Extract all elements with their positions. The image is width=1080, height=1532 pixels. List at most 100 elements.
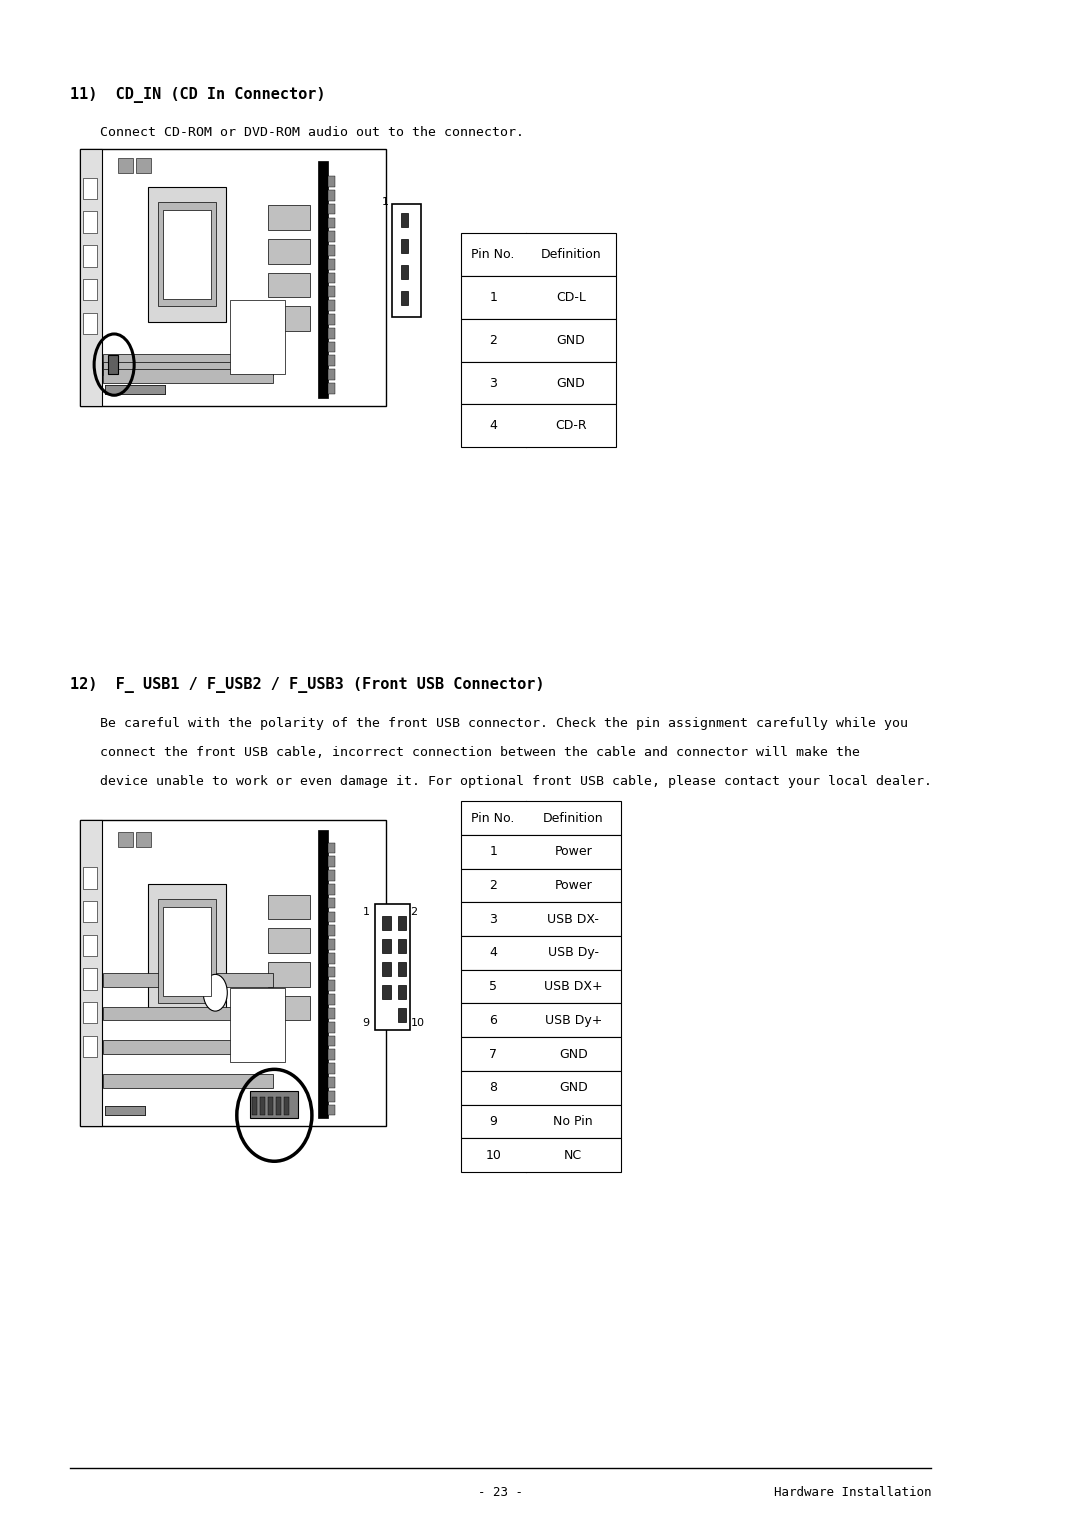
- Bar: [397, 916, 405, 930]
- Bar: [460, 276, 616, 319]
- Bar: [158, 899, 216, 1003]
- Bar: [328, 1049, 336, 1060]
- Bar: [80, 149, 386, 406]
- Text: 6: 6: [489, 1014, 497, 1026]
- Bar: [83, 1036, 97, 1057]
- Bar: [328, 870, 336, 881]
- Bar: [103, 973, 273, 987]
- Bar: [328, 925, 336, 936]
- Bar: [328, 1008, 336, 1019]
- Bar: [328, 273, 336, 283]
- Bar: [268, 895, 310, 919]
- Text: 4: 4: [489, 420, 497, 432]
- Text: device unable to work or even damage it. For optional front USB cable, please co: device unable to work or even damage it.…: [100, 775, 932, 787]
- Bar: [328, 1036, 336, 1046]
- Text: CD-R: CD-R: [555, 420, 586, 432]
- Bar: [253, 1097, 257, 1115]
- Text: - 23 -: - 23 -: [478, 1486, 523, 1498]
- Bar: [460, 1003, 621, 1037]
- Bar: [268, 962, 310, 987]
- Text: 4: 4: [489, 947, 497, 959]
- Bar: [460, 869, 621, 902]
- Bar: [382, 985, 391, 999]
- Bar: [260, 1097, 266, 1115]
- Bar: [80, 820, 386, 1126]
- Bar: [80, 149, 103, 406]
- Bar: [103, 362, 273, 375]
- Bar: [251, 1091, 298, 1118]
- Text: connect the front USB cable, incorrect connection between the cable and connecto: connect the front USB cable, incorrect c…: [100, 746, 860, 758]
- Text: 12)  F_ USB1 / F_USB2 / F_USB3 (Front USB Connector): 12) F_ USB1 / F_USB2 / F_USB3 (Front USB…: [70, 677, 544, 692]
- Bar: [397, 939, 405, 953]
- Bar: [83, 1002, 97, 1023]
- Bar: [328, 176, 336, 187]
- Text: 10: 10: [485, 1149, 501, 1161]
- Bar: [105, 385, 165, 394]
- Bar: [148, 884, 227, 1019]
- Bar: [105, 1106, 145, 1115]
- Bar: [319, 830, 328, 1118]
- FancyBboxPatch shape: [376, 904, 409, 1030]
- Text: Definition: Definition: [543, 812, 604, 824]
- Bar: [163, 210, 212, 299]
- Bar: [382, 962, 391, 976]
- Bar: [460, 902, 621, 936]
- Bar: [268, 239, 310, 264]
- Bar: [328, 939, 336, 950]
- Text: 1: 1: [489, 291, 497, 303]
- Bar: [328, 1022, 336, 1033]
- Bar: [163, 907, 212, 996]
- Text: English: English: [1047, 824, 1065, 892]
- Bar: [268, 996, 310, 1020]
- Bar: [328, 994, 336, 1005]
- Bar: [401, 265, 407, 279]
- Bar: [83, 313, 97, 334]
- Text: NC: NC: [564, 1149, 582, 1161]
- Bar: [460, 233, 616, 276]
- Text: 1: 1: [363, 907, 369, 916]
- Bar: [397, 962, 405, 976]
- Text: Be careful with the polarity of the front USB connector. Check the pin assignmen: Be careful with the polarity of the fron…: [100, 717, 908, 729]
- Bar: [83, 935, 97, 956]
- Bar: [83, 279, 97, 300]
- Bar: [328, 190, 336, 201]
- Bar: [103, 1074, 273, 1088]
- Bar: [319, 161, 328, 398]
- Bar: [397, 1008, 405, 1022]
- Text: CD-L: CD-L: [556, 291, 585, 303]
- Bar: [80, 820, 103, 1126]
- Text: Pin No.: Pin No.: [472, 812, 515, 824]
- Bar: [460, 319, 616, 362]
- FancyBboxPatch shape: [392, 204, 420, 317]
- Bar: [328, 912, 336, 922]
- Bar: [460, 1105, 621, 1138]
- Text: Definition: Definition: [540, 248, 602, 260]
- Bar: [401, 239, 407, 253]
- Bar: [401, 213, 407, 227]
- Bar: [401, 291, 407, 305]
- Bar: [460, 1138, 621, 1172]
- Bar: [328, 300, 336, 311]
- Text: 11)  CD_IN (CD In Connector): 11) CD_IN (CD In Connector): [70, 87, 325, 103]
- Bar: [397, 985, 405, 999]
- Bar: [328, 1077, 336, 1088]
- Text: Power: Power: [554, 846, 592, 858]
- Text: 3: 3: [489, 377, 497, 389]
- Bar: [328, 231, 336, 242]
- Text: 2: 2: [489, 334, 497, 346]
- Bar: [328, 204, 336, 214]
- Bar: [83, 211, 97, 233]
- Bar: [105, 385, 165, 394]
- Bar: [284, 1097, 289, 1115]
- Bar: [328, 1091, 336, 1102]
- Bar: [460, 835, 621, 869]
- Bar: [136, 158, 151, 173]
- Bar: [328, 1063, 336, 1074]
- Text: 10: 10: [410, 1019, 424, 1028]
- Text: 1: 1: [489, 846, 497, 858]
- Bar: [268, 1097, 273, 1115]
- Text: 5: 5: [489, 980, 497, 993]
- Bar: [382, 939, 391, 953]
- Circle shape: [203, 974, 227, 1011]
- Bar: [105, 1106, 145, 1115]
